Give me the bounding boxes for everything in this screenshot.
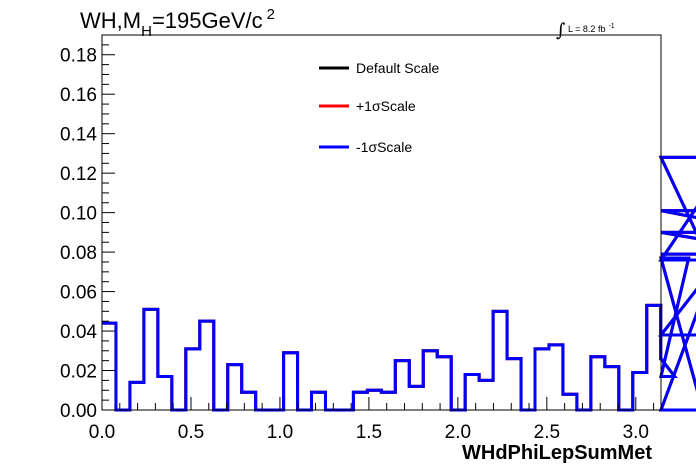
legend: Default Scale +1σScale -1σScale — [319, 60, 439, 155]
x-tick-label: 1.0 — [267, 422, 293, 443]
lumi-superscript: -1 — [608, 23, 614, 30]
x-tick-label: 2.5 — [534, 422, 560, 443]
y-tick-label: 0.06 — [60, 283, 97, 304]
legend-label: -1σScale — [356, 139, 412, 155]
y-tick-label: 0.14 — [60, 125, 97, 146]
x-axis: 0.0 0.5 1.0 1.5 2.0 2.5 3.0 — [89, 397, 655, 443]
x-axis-label: WHdPhiLepSumMet — [462, 442, 652, 464]
x-tick-label: 2.0 — [445, 422, 471, 443]
y-tick-label: 0.00 — [60, 401, 97, 422]
title-superscript: 2 — [267, 6, 275, 23]
chart-title: WH,MH=195GeV/c 2 — [80, 6, 275, 40]
legend-label: Default Scale — [356, 60, 439, 76]
y-axis: 0.00 0.02 0.04 0.06 0.08 0.10 0.12 0.14 0.16 0.18 — [60, 44, 115, 422]
x-tick-label: 1.5 — [356, 422, 382, 443]
y-tick-label: 0.16 — [60, 85, 97, 106]
lumi-label: L = 8.2 fb -1 — [568, 23, 615, 34]
y-tick-label: 0.08 — [60, 243, 97, 264]
title-rest: =195GeV/c — [152, 8, 263, 33]
y-tick-label: 0.18 — [60, 46, 97, 67]
legend-label: +1σScale — [356, 98, 416, 114]
y-tick-label: 0.04 — [60, 322, 97, 343]
x-tick-label: 3.0 — [623, 422, 649, 443]
title-subscript: H — [141, 23, 152, 40]
title-main: WH,M — [80, 8, 141, 33]
lumi-text: L = 8.2 fb — [568, 24, 605, 34]
y-tick-label: 0.12 — [60, 164, 97, 185]
x-tick-label: 0.0 — [89, 422, 115, 443]
y-tick-label: 0.10 — [60, 204, 97, 225]
x-tick-label: 0.5 — [178, 422, 204, 443]
y-tick-label: 0.02 — [60, 362, 97, 383]
integral-sign: ∫ — [556, 20, 566, 41]
